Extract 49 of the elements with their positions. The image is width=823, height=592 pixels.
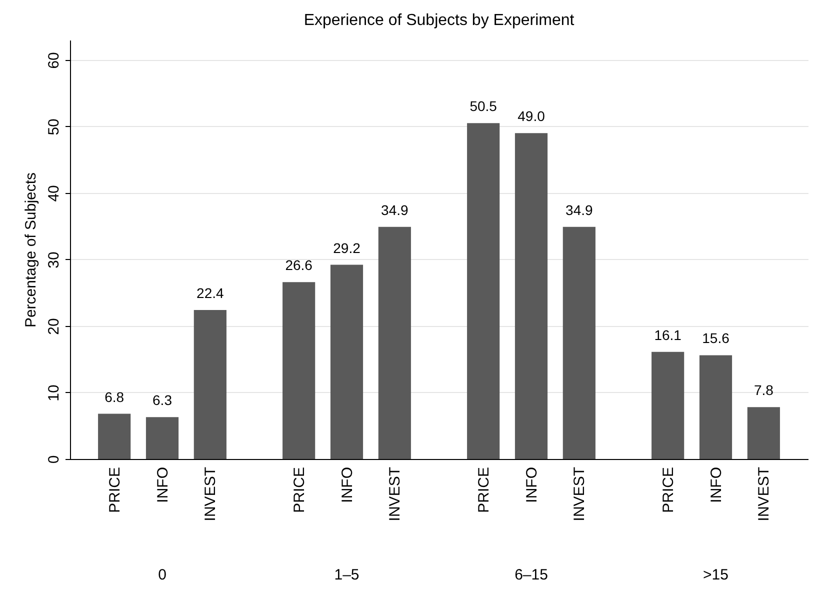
bar [514,133,548,459]
y-tick-label: 20 [46,318,62,335]
text: INFO [523,467,540,503]
text: PRICE [106,467,124,513]
data-label: 22.4 [196,285,224,302]
y-tick-label: 0 [46,455,62,464]
y-tick-label: 30 [46,252,62,268]
bar [98,414,131,459]
data-label: 34.9 [566,202,594,218]
bar [652,352,684,459]
bar [747,407,780,459]
x-tick-label: 0 [158,566,166,584]
x-tick-label: 1–5 [334,566,360,584]
bar [282,282,316,459]
data-label: 6.8 [104,388,124,405]
bar [562,226,596,459]
data-label: 49.0 [518,108,546,124]
bar [378,226,411,459]
y-axis-title: Percentage of Subjects [22,172,40,328]
text: PRICE [290,467,308,513]
y-tick-label: 40 [46,185,62,202]
text: PRICE [475,467,492,513]
x-tick-label: >15 [703,566,728,584]
text: PRICE [660,467,677,513]
data-label: 15.6 [702,330,730,346]
y-tick-label: 60 [46,52,62,69]
bar [146,417,179,459]
data-label: 50.5 [470,98,498,114]
text: INFO [154,467,172,503]
data-label: 16.1 [654,326,682,343]
data-label: 6.3 [152,392,172,408]
y-tick-label: 50 [46,118,62,136]
bar [467,123,500,459]
chart-title: Experience of Subjects by Experiment [304,12,575,29]
data-label: 7.8 [754,382,774,398]
text: INVEST [571,467,588,522]
text: INFO [708,467,725,503]
data-label: 26.6 [285,257,313,274]
y-tick-label: 10 [46,384,62,402]
text: INFO [338,467,356,503]
x-tick-label: 6–15 [514,566,548,584]
bar [699,355,732,459]
bar [330,264,364,459]
text: INVEST [756,467,773,522]
bar [194,310,226,459]
text: INVEST [386,467,404,522]
data-label: 29.2 [333,240,361,256]
data-label: 34.9 [381,202,409,218]
text: INVEST [202,467,220,522]
